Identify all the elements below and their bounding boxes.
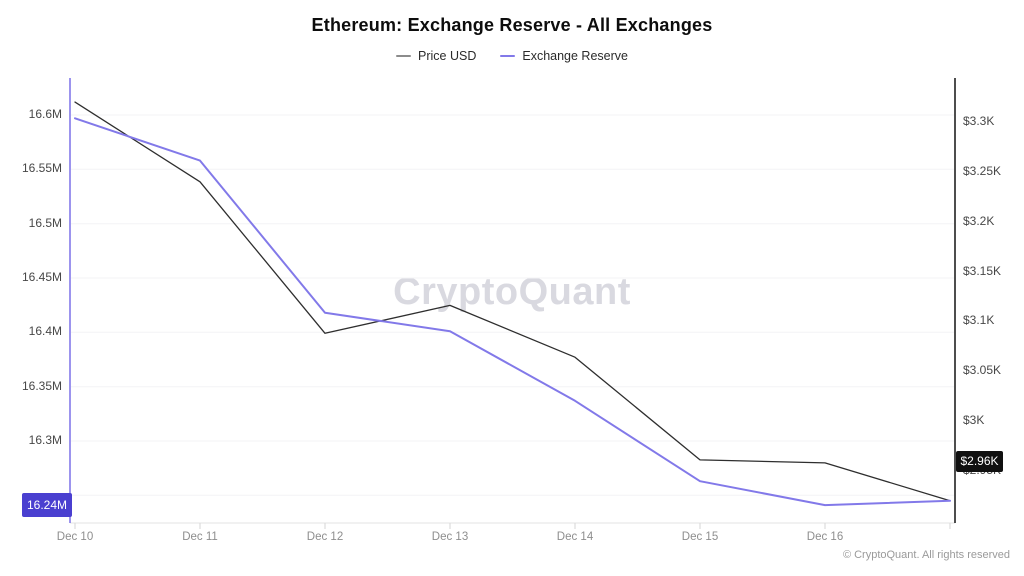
legend-item-exchange-reserve[interactable]: Exchange Reserve: [500, 49, 628, 63]
y-left-tick-label: 16.45M: [21, 270, 62, 284]
y-right-tick-label: $3.1K: [963, 313, 995, 328]
x-tick-label: Dec 14: [556, 531, 594, 543]
x-tick-label: Dec 13: [431, 531, 469, 543]
y-right-tick-label: $3.3K: [963, 114, 995, 128]
y-left-tick-label: 16.5M: [28, 215, 62, 230]
x-tick-label: Dec 12: [306, 531, 344, 543]
x-tick-label: Dec 16: [806, 531, 844, 543]
y-left-tick-label: 16.35M: [21, 378, 62, 393]
x-tick-label: Dec 15: [681, 531, 719, 543]
y-right-tick-label: $3.05K: [963, 363, 1002, 378]
y-right-tick-label: $3.15K: [963, 263, 1002, 278]
y-left-tick-label: 16.3M: [28, 433, 62, 447]
legend-item-price-usd[interactable]: Price USD: [396, 49, 476, 63]
y-right-tick-label: $3K: [963, 413, 985, 427]
copyright-notice: © CryptoQuant. All rights reserved: [842, 549, 1010, 561]
legend-label-price-usd: Price USD: [418, 49, 477, 63]
y-right-tick-label: $3.2K: [963, 213, 995, 228]
x-tick-label: Dec 10: [56, 531, 94, 543]
right-axis-last-value-badge: $2.96K: [956, 450, 1003, 472]
x-tick-label: Dec 11: [182, 531, 218, 543]
legend: Price USD Exchange Reserve: [0, 49, 1024, 63]
legend-label-exchange-reserve: Exchange Reserve: [522, 49, 628, 63]
exchange-reserve-line-swatch: [500, 55, 516, 57]
chart-title: Ethereum: Exchange Reserve - All Exchang…: [311, 15, 713, 35]
y-left-tick-label: 16.4M: [28, 324, 62, 339]
y-right-tick-label: $3.25K: [963, 163, 1002, 178]
left-axis-last-value-badge: 16.24M: [22, 493, 72, 518]
y-left-tick-label: 16.6M: [28, 107, 62, 121]
price-usd-line-swatch: [396, 55, 412, 57]
y-left-tick-label: 16.55M: [21, 161, 62, 176]
